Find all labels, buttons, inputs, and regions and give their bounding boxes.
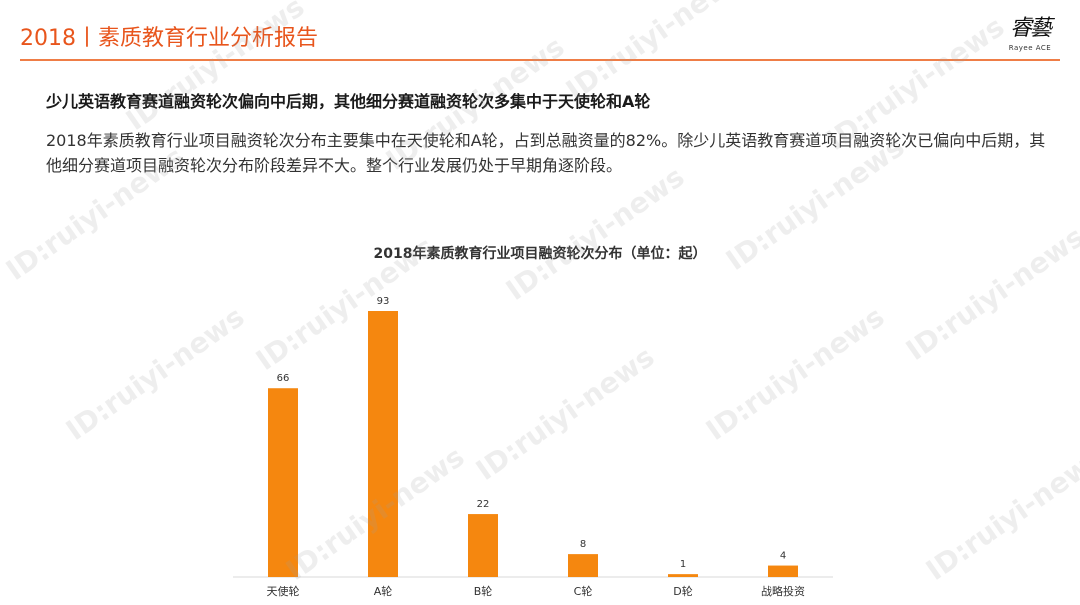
section-heading: 少儿英语教育赛道融资轮次偏向中后期，其他细分赛道融资轮次多集中于天使轮和A轮 [46, 92, 651, 111]
bar-4 [668, 574, 698, 577]
data-label-1: 93 [377, 296, 390, 307]
x-tick-label-4: D轮 [673, 584, 692, 598]
data-label-4: 1 [680, 559, 686, 570]
brand-logo: 睿藝 Rayee ACE [1002, 14, 1058, 58]
header: 2018丨素质教育行业分析报告 睿藝 Rayee ACE [0, 0, 1080, 62]
report-title: 2018丨素质教育行业分析报告 [20, 26, 318, 51]
data-label-3: 8 [580, 539, 586, 550]
bar-0 [268, 388, 298, 577]
logo-caption: Rayee ACE [1008, 44, 1052, 52]
bar-1 [368, 311, 398, 577]
bar-2 [468, 514, 498, 577]
bar-3 [568, 554, 598, 577]
x-tick-label-5: 战略投资 [761, 584, 805, 598]
summary-paragraph: 2018年素质教育行业项目融资轮次分布主要集中在天使轮和A轮，占到总融资量的82… [46, 131, 1046, 175]
x-tick-label-3: C轮 [574, 584, 593, 598]
logo-mark-icon: 睿藝 [1009, 16, 1052, 41]
data-label-2: 22 [477, 499, 490, 510]
chart-title: 2018年素质教育行业项目融资轮次分布（单位：起） [373, 246, 707, 262]
x-tick-label-1: A轮 [374, 584, 393, 598]
data-label-0: 66 [277, 373, 290, 384]
bar-5 [768, 565, 798, 577]
data-label-5: 4 [780, 551, 786, 562]
header-divider [20, 59, 1060, 61]
x-tick-label-2: B轮 [474, 584, 493, 598]
x-tick-label-0: 天使轮 [267, 584, 300, 598]
